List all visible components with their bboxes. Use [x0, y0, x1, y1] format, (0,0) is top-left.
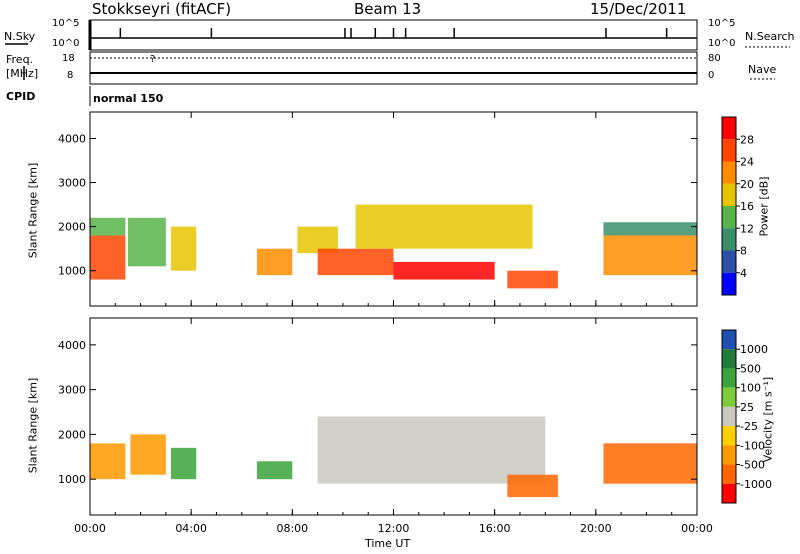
power-colorbar-tick-label: 16	[740, 200, 754, 213]
power-data-region	[603, 222, 697, 236]
x-tick-label: 00:00	[681, 522, 713, 535]
date-label: 15/Dec/2011	[590, 0, 687, 18]
freq-unit-label: [MHz]	[6, 67, 39, 80]
power-colorbar-segment	[722, 250, 736, 273]
velocity-data-region	[256, 461, 293, 480]
velocity-colorbar-tick-label: 500	[740, 362, 761, 375]
power-data-region	[170, 226, 197, 271]
power-colorbar-segment	[722, 206, 736, 229]
x-tick-label: 12:00	[378, 522, 410, 535]
velocity-data-region	[507, 474, 558, 498]
velocity-colorbar-segment	[722, 349, 736, 369]
sky-tick-bottom: 10^0	[52, 38, 80, 49]
x-axis-label: Time UT	[365, 537, 411, 550]
sky-tick-top: 10^5	[52, 18, 80, 29]
y-tick-label: 1000	[58, 265, 86, 278]
power-data-region	[90, 235, 126, 280]
velocity-colorbar-tick-label: -500	[740, 459, 765, 472]
power-data-region	[393, 261, 495, 280]
y-tick-label: 3000	[58, 177, 86, 190]
power-colorbar-segment	[722, 161, 736, 184]
velocity-data-region	[130, 434, 166, 475]
power-colorbar-segment	[722, 183, 736, 206]
freq-tick-top: 18	[62, 53, 75, 64]
velocity-colorbar-tick-label: 100	[740, 382, 761, 395]
velocity-colorbar-tick-label: -100	[740, 439, 765, 452]
velocity-colorbar-tick-label: -1000	[740, 478, 772, 491]
power-data-region	[90, 217, 126, 236]
y-tick-label: 4000	[58, 132, 86, 145]
velocity-colorbar-tick-label: 25	[740, 401, 754, 414]
velocity-colorbar-segment	[722, 330, 736, 350]
freq-panel-frame	[89, 51, 698, 85]
nsearch-label: N.Search	[745, 30, 795, 43]
y-tick-label: 1000	[58, 473, 86, 486]
power-colorbar-tick-label: 4	[740, 267, 747, 280]
x-tick-label: 20:00	[580, 522, 612, 535]
power-colorbar-segment	[722, 272, 736, 295]
power-colorbar-tick-label: 12	[740, 222, 754, 235]
velocity-colorbar-tick-label: 1000	[740, 343, 768, 356]
power-colorbar-segment	[722, 139, 736, 162]
freq-label: Freq.	[6, 53, 34, 66]
power-data-region	[603, 235, 697, 276]
power-colorbar-tick-label: 8	[740, 245, 747, 258]
power-data-region	[507, 270, 558, 289]
nave-tick-bottom: 0	[708, 70, 715, 81]
y-tick-label: 2000	[58, 428, 86, 441]
velocity-colorbar-segment	[722, 426, 736, 446]
power-colorbar-segment	[722, 117, 736, 140]
beam-label: Beam 13	[354, 0, 422, 18]
velocity-colorbar-tick-label: -25	[740, 420, 758, 433]
y-tick-label: 3000	[58, 384, 86, 397]
power-data-region	[317, 248, 394, 276]
velocity-colorbar-segment	[722, 464, 736, 484]
freq-question-mark: ?	[150, 54, 156, 65]
power-colorbar-segment	[722, 228, 736, 251]
velocity-colorbar-segment	[722, 387, 736, 407]
velocity-colorbar-segment	[722, 483, 736, 503]
station-title: Stokkseyri (fitACF)	[92, 0, 232, 18]
x-tick-label: 04:00	[175, 522, 207, 535]
y-tick-label: 4000	[58, 339, 86, 352]
nsky-label: N.Sky	[4, 30, 36, 43]
x-tick-label: 16:00	[479, 522, 511, 535]
velocity-colorbar-segment	[722, 368, 736, 388]
power-data-region	[256, 248, 293, 276]
search-tick-top: 10^5	[708, 18, 736, 29]
search-tick-bottom: 10^0	[708, 38, 736, 49]
y-tick-label: 2000	[58, 221, 86, 234]
power-data-region	[355, 204, 533, 249]
power-data-region	[127, 217, 166, 267]
mode-label: normal 150	[93, 92, 164, 105]
nave-tick-top: 80	[708, 53, 721, 64]
x-tick-label: 00:00	[74, 522, 106, 535]
velocity-colorbar-segment	[722, 445, 736, 465]
x-tick-label: 08:00	[276, 522, 308, 535]
power-colorbar-tick-label: 28	[740, 133, 754, 146]
freq-tick-bottom: 8	[67, 70, 74, 81]
velocity-data-region	[317, 416, 546, 484]
velocity-colorbar-segment	[722, 406, 736, 427]
velocity-data-region	[603, 443, 697, 484]
nave-label: Nave	[748, 63, 777, 76]
power-colorbar-tick-label: 20	[740, 178, 754, 191]
power-colorbar-tick-label: 24	[740, 156, 754, 169]
velocity-data-region	[170, 447, 197, 480]
cpid-label: CPID	[6, 90, 36, 103]
velocity-colorbar-frame	[721, 329, 737, 504]
velocity-data-region	[90, 443, 126, 480]
